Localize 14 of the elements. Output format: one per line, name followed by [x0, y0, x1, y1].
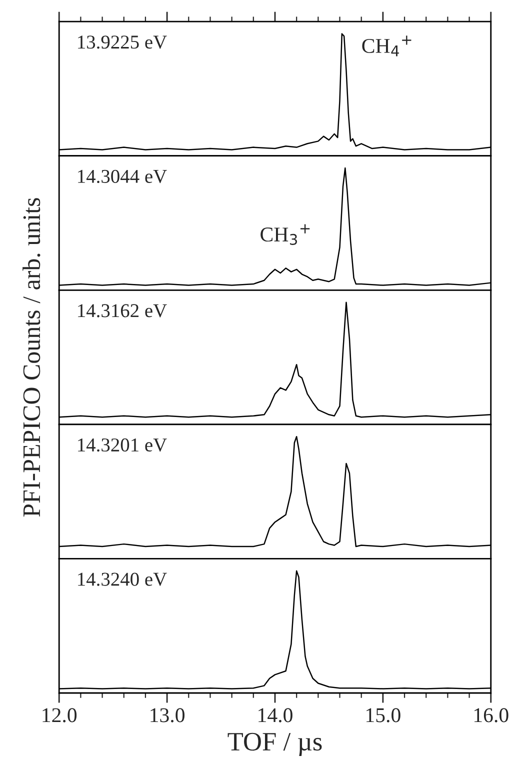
- annotation: 14.3162 eV: [78, 304, 167, 318]
- annotation: 13.9225 eV: [78, 36, 167, 49]
- annotation: CH$_{4}$$^{+}$: [362, 36, 412, 56]
- annotation: 14.3201 eV: [78, 438, 167, 452]
- x-tick-label: 13.0: [150, 708, 184, 722]
- annotation: 14.3240 eV: [78, 572, 167, 586]
- annotation: CH$_{3}$$^{+}$: [260, 224, 310, 245]
- x-tick-label: 14.0: [258, 708, 292, 722]
- x-tick-label: 16.0: [474, 708, 508, 722]
- y-axis-title: PFI-PEPICO Counts / arb. units: [22, 198, 40, 517]
- annotation: 14.3044 eV: [78, 170, 167, 184]
- x-tick-label: 15.0: [366, 708, 400, 722]
- x-tick-label: 12.0: [42, 708, 77, 722]
- x-axis-title: TOF / µs: [228, 732, 322, 756]
